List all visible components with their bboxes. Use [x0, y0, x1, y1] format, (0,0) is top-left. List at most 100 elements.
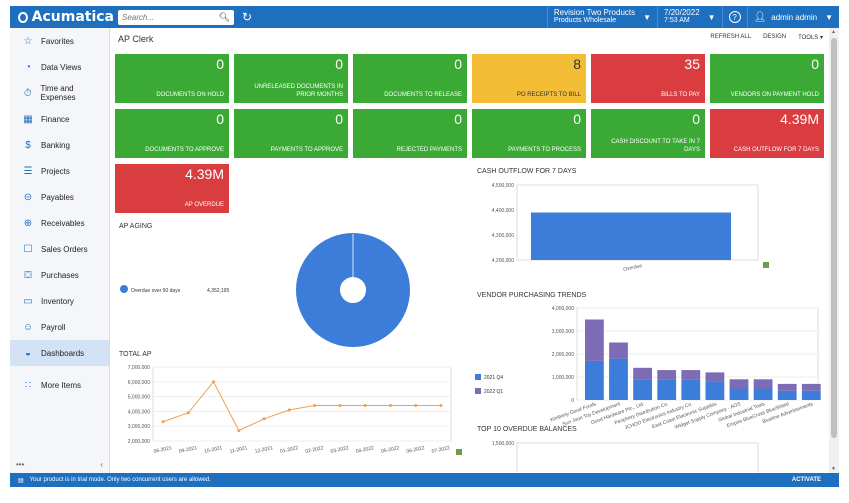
- collapse-sidebar-icon[interactable]: ‹: [100, 460, 103, 469]
- bar-overdue: [531, 212, 731, 260]
- sidebar-item-sales-orders[interactable]: ☐ Sales Orders: [10, 236, 109, 262]
- sales-icon: ☐: [23, 243, 33, 255]
- kpi-tile-unreleased-documents-in-prior-months[interactable]: 0 UNRELEASED DOCUMENTS IN PRIOR MONTHS: [234, 54, 348, 103]
- tile-label: DOCUMENTS TO APPROVE: [145, 147, 224, 153]
- export-icon: [456, 449, 462, 455]
- total-ap-title: TOTAL AP: [119, 351, 152, 358]
- kpi-tile-documents-on-hold[interactable]: 0 DOCUMENTS ON HOLD: [115, 54, 229, 103]
- activate-button[interactable]: ACTIVATE: [791, 477, 821, 483]
- kpi-tile-po-receipts-to-bill[interactable]: 8 PO RECEIPTS TO BILL: [472, 54, 586, 103]
- acumatica-logo[interactable]: Acumatica: [10, 9, 114, 25]
- search-box[interactable]: 🔍︎: [118, 9, 234, 25]
- scrollbar-thumb[interactable]: [831, 38, 837, 438]
- truck-icon: ▭: [23, 295, 33, 307]
- tile-value: 0: [692, 111, 700, 127]
- scroll-down-icon[interactable]: ▼: [831, 466, 836, 472]
- sidebar-item-label: Purchases: [41, 270, 79, 280]
- kpi-tile-bills-to-pay[interactable]: 35 BILLS TO PAY: [591, 54, 705, 103]
- user-menu[interactable]: 👤︎ admin admin ▼: [746, 6, 839, 28]
- kpi-tile-documents-to-approve[interactable]: 0 DOCUMENTS TO APPROVE: [115, 109, 229, 158]
- x-tick-label: 12-2021: [254, 445, 273, 455]
- bar-2022-q1: [681, 370, 701, 380]
- sidebar-item-time-and-expenses[interactable]: ⏱ Time and Expenses: [10, 80, 109, 106]
- sidebar-item-label: Sales Orders: [41, 244, 88, 254]
- vendor-trends-chart: 2021 Q4 2022 Q1 0 1,000,000 2,000,000 3,000,0…: [475, 306, 821, 429]
- tools-label: TOOLS: [798, 35, 819, 41]
- tile-value: 4.39M: [780, 111, 819, 127]
- kpi-tile-rejected-payments[interactable]: 0 REJECTED PAYMENTS: [353, 109, 467, 158]
- dashboard: AP Clerk REFRESH ALL DESIGN TOOLS ▾ 0 DOC…: [111, 28, 829, 473]
- history-icon[interactable]: ↻: [242, 10, 253, 24]
- x-tick-label: 05-2022: [381, 445, 400, 455]
- kpi-tile-payments-to-approve[interactable]: 0 PAYMENTS TO APPROVE: [234, 109, 348, 158]
- user-icon: 👤︎: [753, 11, 767, 23]
- x-tick-label: 11-2021: [229, 445, 248, 455]
- sidebar-item-favorites[interactable]: ☆ Favorites: [10, 28, 109, 54]
- sidebar-item-banking[interactable]: $ Banking: [10, 132, 109, 158]
- cash-outflow-title: CASH OUTFLOW FOR 7 DAYS: [477, 168, 577, 175]
- minus-circle-icon: ⊝: [23, 191, 33, 203]
- tile-value: 0: [811, 56, 819, 72]
- bar-2022-q1: [777, 383, 797, 391]
- chevron-down-icon: ▼: [643, 12, 652, 22]
- data-point: [287, 408, 291, 412]
- sidebar-item-purchases[interactable]: ⛋ Purchases: [10, 262, 109, 288]
- x-tick-label: Overdue: [623, 263, 643, 273]
- y-tick-label: 1,500,000: [492, 441, 514, 447]
- kpi-tile-documents-to-release[interactable]: 0 DOCUMENTS TO RELEASE: [353, 54, 467, 103]
- help-button[interactable]: ?: [721, 6, 747, 28]
- more-dots-icon[interactable]: •••: [16, 460, 25, 469]
- sidebar-item-label: Inventory: [41, 296, 74, 306]
- info-icon: ▤: [18, 477, 24, 484]
- search-icon[interactable]: 🔍︎: [218, 11, 230, 22]
- legend-swatch: [475, 374, 481, 380]
- sidebar-item-inventory[interactable]: ▭ Inventory: [10, 288, 109, 314]
- vertical-scrollbar[interactable]: ▲ ▼: [829, 28, 839, 473]
- date-selector[interactable]: 7/20/2022 7:53 AM ▼: [657, 6, 722, 28]
- data-point: [338, 403, 342, 407]
- tile-value: 0: [454, 56, 462, 72]
- top10-title: TOP 10 OVERDUE BALANCES: [477, 426, 577, 433]
- company-selector[interactable]: Revision Two Products Products Wholesale …: [546, 6, 657, 28]
- sidebar-item-dashboards[interactable]: ◒ Dashboards: [10, 340, 109, 366]
- kpi-tile-vendors-on-payment-hold[interactable]: 0 VENDORS ON PAYMENT HOLD: [710, 54, 824, 103]
- design-button[interactable]: DESIGN: [763, 34, 787, 40]
- tile-label: PO RECEIPTS TO BILL: [516, 92, 581, 98]
- tools-button[interactable]: TOOLS ▾: [798, 35, 823, 41]
- bar-2022-q1: [705, 372, 725, 382]
- sidebar-item-payroll[interactable]: ☺ Payroll: [10, 314, 109, 340]
- kpi-tile-cash-discount-to-take-in-7-days[interactable]: 0 CASH DISCOUNT TO TAKE IN 7 DAYS: [591, 109, 705, 158]
- search-input[interactable]: [122, 12, 212, 22]
- bar-2022-q1: [801, 383, 821, 391]
- trial-message: Your product is in trial mode. Only two …: [29, 477, 211, 483]
- export-icon: [763, 262, 769, 268]
- tile-value: 0: [335, 56, 343, 72]
- sidebar-item-payables[interactable]: ⊝ Payables: [10, 184, 109, 210]
- sidebar-item-receivables[interactable]: ⊕ Receivables: [10, 210, 109, 236]
- bar-2021-q4: [777, 390, 797, 400]
- tile-value: 0: [573, 111, 581, 127]
- calculator-icon: ▦: [23, 113, 33, 125]
- refresh-all-button[interactable]: REFRESH ALL: [710, 34, 752, 40]
- sidebar-item-projects[interactable]: ☰ Projects: [10, 158, 109, 184]
- data-point: [161, 420, 165, 424]
- clock-icon: ⏱: [23, 87, 32, 99]
- sidebar-item-finance[interactable]: ▦ Finance: [10, 106, 109, 132]
- total-ap-line: [162, 380, 441, 432]
- scroll-up-icon[interactable]: ▲: [831, 29, 836, 35]
- bar-2021-q4: [609, 358, 628, 400]
- kpi-tile-payments-to-process[interactable]: 0 PAYMENTS TO PROCESS: [472, 109, 586, 158]
- x-tick-label: 04-2022: [355, 445, 374, 455]
- tile-value: 0: [335, 111, 343, 127]
- x-tick-label: 03-2022: [330, 445, 349, 455]
- data-point: [186, 411, 190, 415]
- sidebar-item-data-views[interactable]: ◔ Data Views: [10, 54, 109, 80]
- chevron-down-icon: ▼: [825, 12, 833, 22]
- tile-label: REJECTED PAYMENTS: [396, 147, 462, 153]
- legend-label: 2022 Q1: [484, 389, 503, 395]
- y-tick-label: 4,500,000: [492, 183, 514, 189]
- kpi-tile-cash-outflow-for-7-days[interactable]: 4.39M CASH OUTFLOW FOR 7 DAYS: [710, 109, 824, 158]
- kpi-tile-ap-overdue[interactable]: 4.39M AP OVERDUE: [115, 164, 229, 213]
- bar-2022-q1: [633, 367, 652, 380]
- sidebar-item-more-items[interactable]: ∷ More Items: [10, 372, 109, 398]
